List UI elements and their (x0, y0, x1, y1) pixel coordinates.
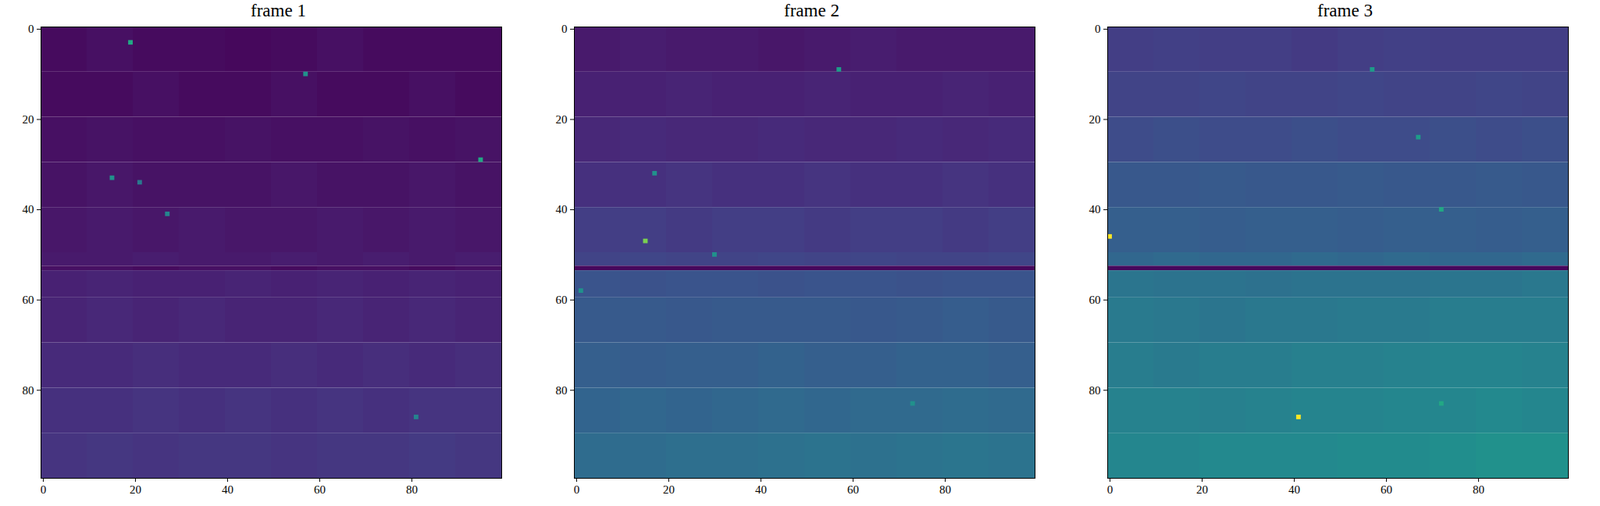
svg-text:60: 60 (22, 293, 35, 307)
html-text:frame 3: frame 3 (1317, 0, 1373, 21)
html-text:frame 2: frame 2 (783, 0, 840, 21)
svg-text:80: 80 (22, 384, 35, 397)
svg-text:80: 80 (1472, 483, 1485, 496)
svg-text:80: 80 (406, 483, 418, 496)
svg-text:80: 80 (939, 483, 952, 496)
svg-text:40: 40 (22, 203, 35, 216)
svg-text:20: 20 (1089, 113, 1102, 126)
svg-text:40: 40 (555, 203, 568, 216)
svg-text:40: 40 (1089, 203, 1102, 216)
svg-text:40: 40 (1288, 483, 1301, 496)
svg-text:60: 60 (555, 293, 568, 307)
svg-text:20: 20 (555, 113, 568, 126)
svg-text:40: 40 (755, 483, 767, 496)
svg-text:80: 80 (555, 384, 568, 397)
svg-text:20: 20 (129, 483, 142, 496)
svg-text:60: 60 (313, 483, 326, 496)
svg-text:20: 20 (22, 113, 35, 126)
svg-text:60: 60 (1380, 483, 1393, 496)
svg-text:80: 80 (1089, 384, 1102, 397)
svg-text:0: 0 (573, 483, 581, 496)
svg-text:0: 0 (1107, 483, 1114, 496)
svg-text:60: 60 (847, 483, 859, 496)
svg-text:0: 0 (561, 22, 568, 36)
svg-text:60: 60 (1089, 293, 1102, 307)
svg-text:20: 20 (662, 483, 675, 496)
svg-text:0: 0 (28, 22, 35, 36)
svg-text:0: 0 (1094, 22, 1102, 36)
svg-text:40: 40 (221, 483, 234, 496)
svg-text:20: 20 (1196, 483, 1209, 496)
svg-text:0: 0 (40, 483, 47, 496)
html-text:frame 1: frame 1 (250, 0, 307, 21)
